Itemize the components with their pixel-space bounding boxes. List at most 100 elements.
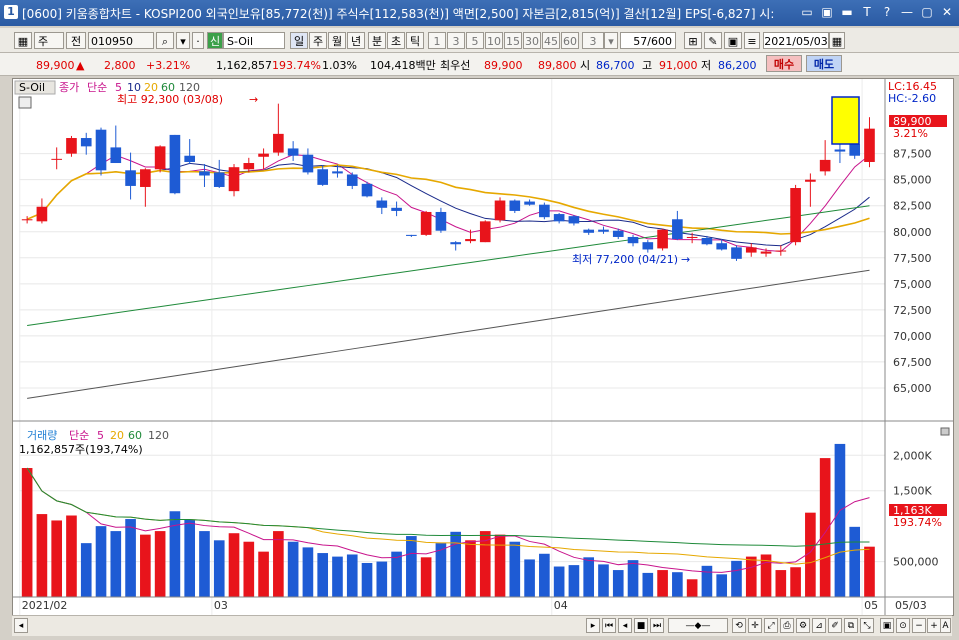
candle-body xyxy=(169,134,181,194)
price-tick-label: 67,500 xyxy=(893,356,932,369)
period-year[interactable]: 년 xyxy=(347,32,365,49)
count-select[interactable]: 3 xyxy=(582,32,604,49)
tile-icon[interactable]: ▣ xyxy=(821,5,833,19)
volume-bars[interactable] xyxy=(21,443,875,597)
stop-icon[interactable]: ■ xyxy=(634,618,648,633)
expand-icon[interactable]: ⤡ xyxy=(860,618,874,633)
period-week[interactable]: 주 xyxy=(309,32,327,49)
interval-3[interactable]: 3 xyxy=(447,32,465,49)
measure-icon[interactable]: ⊿ xyxy=(812,618,826,633)
candle-body xyxy=(287,148,299,156)
chart-scrollbar[interactable]: ◂ ▸ ⏮ ◂ ■ ⏭ —◆— ⟲ ✛ ⤢ ⎙ ⚙ ⊿ ✐ ⧉ ⤡ ▣ ⊙ − … xyxy=(12,615,952,636)
period-day[interactable]: 일 xyxy=(290,32,308,49)
highlight-box[interactable] xyxy=(831,96,860,145)
interval-1[interactable]: 1 xyxy=(428,32,446,49)
print-icon[interactable]: ⎙ xyxy=(780,618,794,633)
buy-button[interactable]: 매수 xyxy=(766,55,802,72)
layout-icon[interactable]: ▭ xyxy=(801,5,813,19)
search-icon[interactable]: ⌕ xyxy=(156,32,174,49)
reset-icon[interactable]: ⟲ xyxy=(732,618,746,633)
candle-body xyxy=(21,219,33,221)
tool-icon[interactable]: ✎ xyxy=(704,32,722,49)
pane-toggle-icon[interactable] xyxy=(940,427,950,436)
volume-bar xyxy=(745,556,757,597)
ma-legend-method: 단순 xyxy=(87,81,107,94)
help-icon[interactable]: ? xyxy=(883,5,891,19)
page-counter: 57/600 xyxy=(620,32,676,49)
scroll-right-icon[interactable]: ▸ xyxy=(586,618,600,633)
candle-body xyxy=(849,144,861,156)
zoom-slider[interactable]: —◆— xyxy=(668,618,728,633)
period-month[interactable]: 월 xyxy=(328,32,346,49)
list-icon[interactable]: ≡ xyxy=(744,32,760,49)
open-price: 86,700 xyxy=(596,59,635,72)
zoom-icon[interactable]: ▾ xyxy=(176,32,190,49)
prev-page-icon[interactable]: ◂ xyxy=(618,618,632,633)
zoom-in-icon[interactable]: ▣ xyxy=(880,618,894,633)
crosshair-icon[interactable]: ✛ xyxy=(748,618,762,633)
interval-15[interactable]: 15 xyxy=(504,32,522,49)
price-tick-label: 77,500 xyxy=(893,252,932,265)
stock-code-input[interactable]: 010950 xyxy=(88,32,154,49)
grid-toggle-icon[interactable] xyxy=(18,96,32,109)
bar-icon[interactable]: ▬ xyxy=(841,5,853,19)
volume-bar xyxy=(287,541,299,597)
font-icon[interactable]: A xyxy=(940,618,951,633)
interval-45[interactable]: 45 xyxy=(542,32,560,49)
candle-body xyxy=(657,229,668,249)
close-button[interactable]: ✕ xyxy=(941,5,953,19)
calendar-icon[interactable]: ▦ xyxy=(829,32,845,49)
interval-10[interactable]: 10 xyxy=(485,32,503,49)
minimize-button[interactable]: — xyxy=(901,5,913,19)
price-tick-label: 70,000 xyxy=(893,330,932,343)
volume-bar xyxy=(450,531,462,597)
interval-5[interactable]: 5 xyxy=(466,32,484,49)
trend-icon[interactable]: ⤢ xyxy=(764,618,778,633)
ma60-line xyxy=(27,205,870,326)
target-icon[interactable]: ⊙ xyxy=(896,618,910,633)
price-marker xyxy=(889,115,947,127)
candle-body xyxy=(775,250,787,252)
plus-icon[interactable]: + xyxy=(927,618,941,633)
stock-chart[interactable]: 87,500 85,000 82,500 80,000 77,500 75,000 72,5… xyxy=(13,79,953,615)
volume-bar xyxy=(731,560,742,597)
interval-60[interactable]: 60 xyxy=(561,32,579,49)
period-second[interactable]: 초 xyxy=(387,32,405,49)
candle-body xyxy=(184,155,196,162)
setting-icon[interactable]: ⚙ xyxy=(796,618,810,633)
indicator-icon[interactable]: ⊞ xyxy=(684,32,702,49)
candle-body xyxy=(539,204,550,218)
interval-30[interactable]: 30 xyxy=(523,32,541,49)
prev-button[interactable]: 전 xyxy=(66,32,86,49)
period-tick[interactable]: 틱 xyxy=(406,32,424,49)
scroll-left-icon[interactable]: ◂ xyxy=(14,618,28,633)
draw-icon[interactable]: ✐ xyxy=(828,618,842,633)
volume-bar xyxy=(332,556,343,597)
date-input[interactable]: 2021/05/03 xyxy=(763,32,829,49)
candle-body xyxy=(672,219,683,240)
chart-area[interactable]: 87,500 85,000 82,500 80,000 77,500 75,000 72,5… xyxy=(12,78,954,616)
candles[interactable] xyxy=(21,103,875,261)
dropdown-icon[interactable]: · xyxy=(192,32,204,49)
first-icon[interactable]: ⏮ xyxy=(602,618,616,633)
volume-bar xyxy=(199,531,210,597)
vol-ma120-legend: 120 xyxy=(148,429,169,442)
date-tick-label: 03 xyxy=(214,599,228,612)
layer-icon[interactable]: ⧉ xyxy=(844,618,858,633)
sell-button[interactable]: 매도 xyxy=(806,55,842,72)
period-minute[interactable]: 분 xyxy=(368,32,386,49)
volume-bar xyxy=(642,572,654,597)
next-page-icon[interactable]: ⏭ xyxy=(650,618,664,633)
minus-icon[interactable]: − xyxy=(912,618,926,633)
candle-body xyxy=(51,158,63,160)
volume-bar xyxy=(657,570,668,597)
market-select[interactable]: 주 xyxy=(34,32,64,49)
main-toolbar: ▦ 주 전 010950 ⌕ ▾ · 신 S-Oil 일 주 월 년 분 초 틱… xyxy=(0,28,959,53)
volume-bar xyxy=(568,565,580,597)
save-icon[interactable]: ▣ xyxy=(724,32,742,49)
candle-body xyxy=(154,146,166,170)
count-dropdown-icon[interactable]: ▾ xyxy=(604,32,618,49)
text-icon[interactable]: T xyxy=(863,5,871,19)
chart-type-icon[interactable]: ▦ xyxy=(14,32,32,49)
maximize-button[interactable]: ▢ xyxy=(921,5,933,19)
